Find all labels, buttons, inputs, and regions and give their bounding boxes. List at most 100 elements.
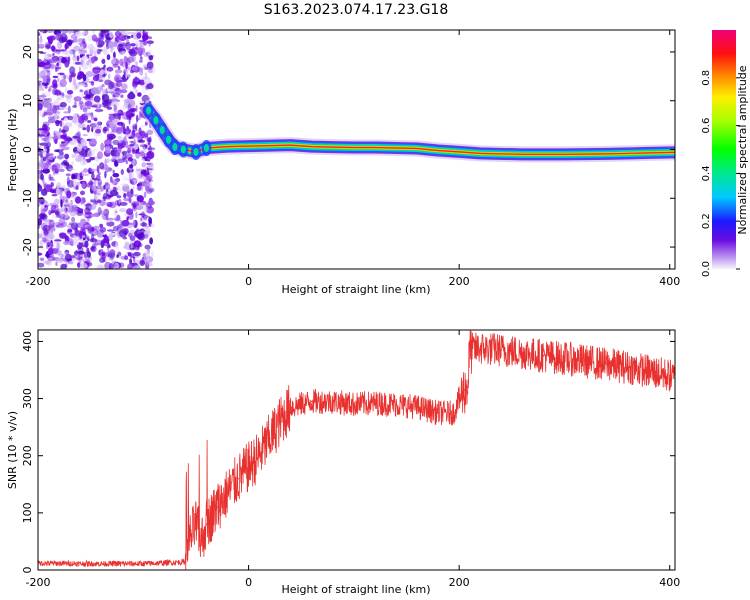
- colorbar-ticks: 0.0 0.2 0.4 0.6 0.8: [701, 70, 740, 277]
- noise-speckle: [130, 243, 133, 249]
- noise-speckle: [41, 201, 44, 205]
- noise-speckle: [126, 66, 131, 71]
- noise-speckle: [90, 168, 96, 173]
- snr-series: [38, 330, 675, 570]
- noise-speckle: [144, 233, 149, 239]
- noise-speckle: [38, 184, 43, 192]
- noise-speckle: [148, 55, 154, 61]
- noise-speckle: [43, 60, 47, 63]
- snr-point: [258, 454, 260, 457]
- noise-speckle: [119, 113, 122, 117]
- noise-speckle: [82, 134, 88, 137]
- snr-point: [395, 403, 397, 406]
- noise-speckle: [66, 180, 75, 188]
- noise-speckle: [41, 92, 46, 97]
- noise-speckle: [39, 97, 43, 102]
- noise-speckle: [38, 252, 43, 256]
- noise-speckle: [112, 173, 120, 178]
- noise-speckle: [147, 255, 152, 261]
- snr-point: [479, 347, 482, 350]
- noise-speckle: [133, 251, 141, 257]
- noise-speckle: [79, 71, 84, 77]
- noise-speckle: [45, 146, 50, 154]
- noise-speckle: [79, 196, 86, 205]
- noise-speckle: [131, 108, 135, 113]
- noise-speckle: [98, 210, 107, 215]
- noise-speckle: [53, 135, 58, 144]
- snr-point: [247, 466, 250, 468]
- noise-speckle: [106, 123, 110, 127]
- noise-speckle: [43, 231, 48, 237]
- noise-speckle: [117, 146, 122, 153]
- noise-speckle: [91, 30, 96, 34]
- snr-point: [289, 406, 292, 408]
- noise-speckle: [43, 260, 50, 265]
- noise-speckle: [73, 186, 76, 190]
- noise-speckle: [69, 66, 76, 75]
- noise-speckle: [115, 210, 118, 213]
- noise-speckle: [119, 50, 126, 55]
- noise-speckle: [80, 259, 87, 262]
- noise-speckle: [127, 148, 132, 154]
- noise-speckle: [108, 135, 113, 141]
- noise-speckle: [49, 58, 58, 64]
- snr-point: [584, 360, 587, 363]
- noise-speckle: [91, 173, 95, 180]
- noise-speckle: [55, 111, 61, 114]
- noise-speckle: [50, 242, 54, 248]
- noise-speckle: [129, 48, 136, 54]
- noise-speckle: [82, 127, 87, 131]
- figure-title: S163.2023.074.17.23.G18: [264, 2, 449, 18]
- noise-speckle: [131, 158, 137, 167]
- noise-speckle: [121, 175, 129, 182]
- noise-speckle: [47, 255, 56, 262]
- noise-speckle: [58, 168, 65, 172]
- snr-line: [38, 330, 675, 570]
- noise-speckle: [128, 233, 133, 238]
- noise-speckle: [78, 115, 85, 124]
- noise-speckle: [58, 195, 67, 200]
- noise-speckle: [142, 33, 149, 41]
- noise-speckle: [85, 226, 93, 229]
- noise-speckle: [108, 167, 111, 171]
- noise-speckle: [65, 173, 71, 177]
- noise-speckle: [77, 262, 81, 268]
- noise-speckle: [65, 137, 73, 142]
- noise-speckle: [75, 196, 81, 204]
- noise-speckle: [119, 187, 126, 194]
- noise-speckle: [110, 46, 113, 53]
- noise-speckle: [97, 121, 103, 126]
- noise-speckle: [84, 204, 92, 207]
- noise-speckle: [61, 142, 69, 145]
- noise-speckle: [46, 260, 52, 266]
- noise-speckle: [146, 174, 153, 181]
- noise-speckle: [48, 159, 52, 166]
- noise-speckle: [61, 30, 69, 34]
- noise-speckle: [72, 172, 80, 176]
- noise-speckle: [97, 181, 102, 187]
- noise-speckle: [121, 50, 126, 55]
- noise-speckle: [116, 214, 121, 220]
- noise-speckle: [90, 122, 99, 130]
- noise-speckle: [119, 47, 126, 51]
- noise-speckle: [104, 170, 107, 179]
- noise-speckle: [79, 100, 84, 105]
- noise-speckle: [128, 136, 132, 139]
- noise-speckle: [146, 206, 155, 214]
- noise-speckle: [43, 183, 47, 189]
- noise-speckle: [140, 200, 147, 206]
- noise-speckle: [91, 79, 94, 82]
- noise-speckle: [50, 204, 57, 213]
- noise-speckle: [92, 168, 98, 171]
- noise-speckle: [82, 74, 87, 82]
- noise-speckle: [116, 81, 123, 87]
- noise-speckle: [84, 240, 89, 248]
- noise-speckle: [107, 252, 116, 258]
- snr-point: [437, 412, 439, 414]
- noise-speckle: [55, 261, 58, 267]
- noise-speckle: [95, 128, 101, 134]
- noise-speckle: [57, 136, 61, 140]
- noise-speckle: [118, 255, 122, 259]
- noise-speckle: [110, 56, 117, 65]
- noise-speckle: [80, 218, 87, 225]
